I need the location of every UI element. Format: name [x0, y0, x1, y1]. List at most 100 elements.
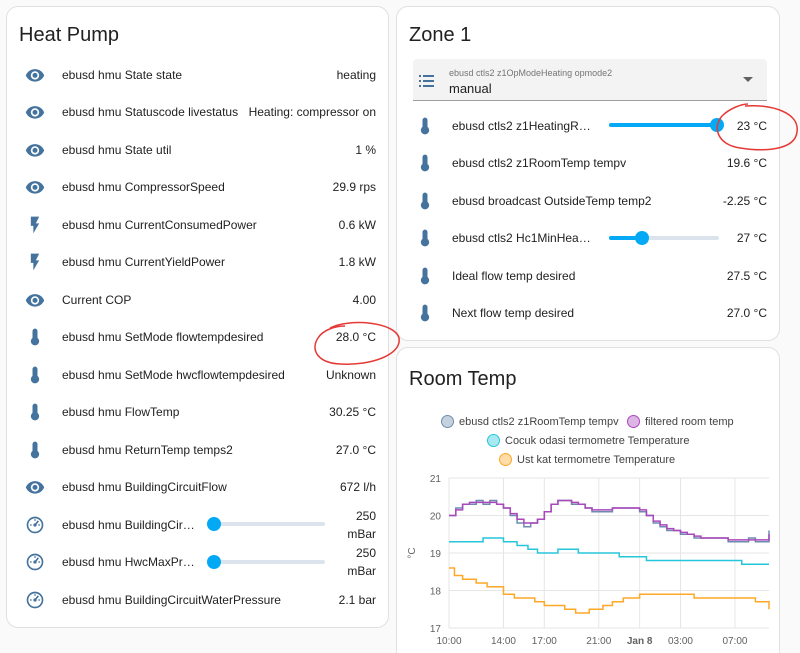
- legend-item[interactable]: Cocuk odasi termometre Temperature: [487, 434, 689, 447]
- zone1-card: Zone 1 ebusd ctls2 z1OpModeHeating opmod…: [396, 6, 780, 341]
- entity-row[interactable]: ebusd ctls2 z1HeatingRoo... 23 °C: [397, 107, 779, 144]
- chevron-down-icon[interactable]: [743, 77, 753, 82]
- legend-item[interactable]: filtered room temp: [627, 415, 734, 428]
- entity-name[interactable]: ebusd hmu Statuscode livestatus: [62, 105, 239, 119]
- opmode-select-value: manual: [449, 81, 492, 96]
- entity-state: 0.6 kW: [338, 217, 376, 232]
- entity-name[interactable]: ebusd hmu ReturnTemp temps2: [62, 442, 233, 457]
- thermometer-icon: [23, 438, 47, 462]
- entity-row[interactable]: ebusd hmu CurrentYieldPower 1.8 kW: [7, 244, 388, 281]
- entity-row[interactable]: ebusd hmu CurrentConsumedPower 0.6 kW: [7, 206, 388, 243]
- entity-slider[interactable]: [207, 550, 325, 574]
- gauge-icon: [23, 513, 47, 537]
- entity-row[interactable]: ebusd hmu State state heating: [7, 56, 388, 93]
- legend-label: Ust kat termometre Temperature: [517, 453, 676, 466]
- entity-slider[interactable]: [207, 512, 325, 536]
- entity-row[interactable]: ebusd hmu BuildingCircuitWaterPressure 2.…: [7, 581, 388, 618]
- entity-name[interactable]: ebusd hmu CompressorSpeed: [62, 180, 225, 194]
- entity-slider[interactable]: [609, 226, 719, 250]
- entity-name[interactable]: ebusd hmu BuildingCircuitFlow: [62, 480, 227, 494]
- entity-state: 250 mBar: [347, 508, 376, 541]
- thermometer-icon: [413, 264, 437, 288]
- entity-slider[interactable]: [609, 113, 724, 137]
- flash-icon: [23, 213, 47, 237]
- gauge-icon: [23, 588, 47, 612]
- slider-thumb[interactable]: [709, 118, 724, 132]
- entity-state: 1.8 kW: [338, 255, 376, 269]
- entity-state: 19.6 °C: [726, 156, 767, 170]
- legend-label: Cocuk odasi termometre Temperature: [505, 434, 690, 447]
- entity-name[interactable]: Next flow temp desired: [452, 306, 575, 320]
- entity-state: 672 l/h: [339, 480, 376, 494]
- thermometer-icon: [23, 363, 47, 387]
- opmode-select-label: ebusd ctls2 z1OpModeHeating opmode2: [449, 68, 613, 78]
- entity-name[interactable]: ebusd hmu BuildingCircuitWaterPressure: [62, 592, 281, 607]
- entity-name[interactable]: ebusd hmu CurrentYieldPower: [62, 255, 225, 269]
- entity-name[interactable]: ebusd broadcast OutsideTemp temp2: [452, 193, 652, 208]
- entity-state: 27.5 °C: [726, 268, 767, 283]
- entity-row[interactable]: ebusd hmu State util 1 %: [7, 131, 388, 168]
- x-tick-label: 10:00: [436, 636, 461, 647]
- entity-state: 27.0 °C: [726, 306, 767, 320]
- entity-name[interactable]: ebusd hmu State util: [62, 142, 172, 157]
- entity-row[interactable]: ebusd hmu SetMode hwcflowtempdesired Unkn…: [7, 356, 388, 393]
- entity-row[interactable]: Current COP 4.00: [7, 281, 388, 318]
- slider-thumb[interactable]: [207, 517, 222, 531]
- series-line-1: [449, 499, 770, 541]
- thermometer-icon: [23, 325, 47, 349]
- entity-name[interactable]: ebusd hmu SetMode flowtempdesired: [62, 330, 264, 344]
- entity-name[interactable]: ebusd ctls2 z1RoomTemp tempv: [452, 156, 627, 170]
- entity-row[interactable]: ebusd hmu BuildingCircuitFlow 672 l/h: [7, 469, 388, 506]
- entity-state: 1 %: [355, 142, 376, 157]
- entity-name[interactable]: ebusd hmu CurrentConsumedPower: [62, 217, 257, 232]
- zone1-title: Zone 1: [409, 24, 472, 46]
- entity-state: 2.1 bar: [338, 592, 376, 607]
- entity-state: 27 °C: [736, 231, 767, 245]
- entity-row[interactable]: ebusd ctls2 z1RoomTemp tempv 19.6 °C: [397, 145, 779, 182]
- entity-name[interactable]: ebusd hmu BuildingCircui...: [62, 517, 197, 532]
- entity-row[interactable]: ebusd hmu ReturnTemp temps2 27.0 °C: [7, 431, 388, 468]
- eye-icon: [23, 175, 47, 199]
- entity-row[interactable]: Ideal flow temp desired 27.5 °C: [397, 257, 779, 294]
- entity-state: Unknown: [325, 367, 376, 382]
- entity-row[interactable]: ebusd hmu HwcMaxPres... 250 mBar: [7, 544, 388, 581]
- entity-name[interactable]: Ideal flow temp desired: [452, 268, 576, 283]
- list-icon: [417, 71, 437, 91]
- entity-row[interactable]: ebusd hmu BuildingCircui... 250 mBar: [7, 506, 388, 543]
- entity-row[interactable]: ebusd hmu CompressorSpeed 29.9 rps: [7, 169, 388, 206]
- entity-name[interactable]: ebusd hmu State state: [62, 67, 183, 82]
- legend-item[interactable]: Ust kat termometre Temperature: [499, 453, 675, 466]
- legend-swatch: [627, 415, 640, 428]
- thermometer-icon: [413, 226, 437, 250]
- entity-row[interactable]: ebusd hmu SetMode flowtempdesired 28.0 °C: [7, 319, 388, 356]
- flash-icon: [23, 250, 47, 274]
- opmode-select[interactable]: ebusd ctls2 z1OpModeHeating opmode2 manu…: [413, 59, 767, 101]
- entity-name[interactable]: ebusd ctls2 z1HeatingRoo...: [452, 118, 592, 133]
- eye-icon: [23, 138, 47, 162]
- entity-name[interactable]: ebusd hmu SetMode hwcflowtempdesired: [62, 367, 285, 382]
- thermometer-icon: [23, 400, 47, 424]
- entity-name[interactable]: ebusd hmu FlowTemp: [62, 405, 180, 419]
- legend-item[interactable]: ebusd ctls2 z1RoomTemp tempv: [441, 415, 619, 428]
- entity-state: 23 °C: [736, 118, 767, 133]
- entity-row[interactable]: ebusd hmu FlowTemp 30.25 °C: [7, 394, 388, 431]
- entity-name[interactable]: Current COP: [62, 292, 132, 307]
- slider-thumb[interactable]: [207, 554, 222, 569]
- y-axis-label: °C: [407, 547, 418, 558]
- eye-icon: [23, 100, 47, 124]
- slider-thumb[interactable]: [635, 230, 649, 245]
- entity-row[interactable]: ebusd broadcast OutsideTemp temp2 -2.25 °…: [397, 182, 779, 219]
- heat-pump-card: Heat Pump ebusd hmu State state heating eb…: [6, 6, 389, 628]
- legend-swatch: [441, 415, 454, 428]
- y-tick-label: 20: [430, 512, 442, 523]
- entity-row[interactable]: ebusd hmu Statuscode livestatus Heating: …: [7, 94, 388, 131]
- entity-state: heating: [336, 67, 376, 82]
- thermometer-icon: [413, 301, 437, 325]
- legend-swatch: [499, 453, 512, 466]
- entity-row[interactable]: ebusd ctls2 Hc1MinHeatin... 27 °C: [397, 220, 779, 257]
- entity-name[interactable]: ebusd hmu HwcMaxPres...: [62, 555, 197, 569]
- entity-row[interactable]: Next flow temp desired 27.0 °C: [397, 295, 779, 332]
- y-tick-label: 17: [430, 624, 442, 635]
- entity-name[interactable]: ebusd ctls2 Hc1MinHeatin...: [452, 231, 592, 245]
